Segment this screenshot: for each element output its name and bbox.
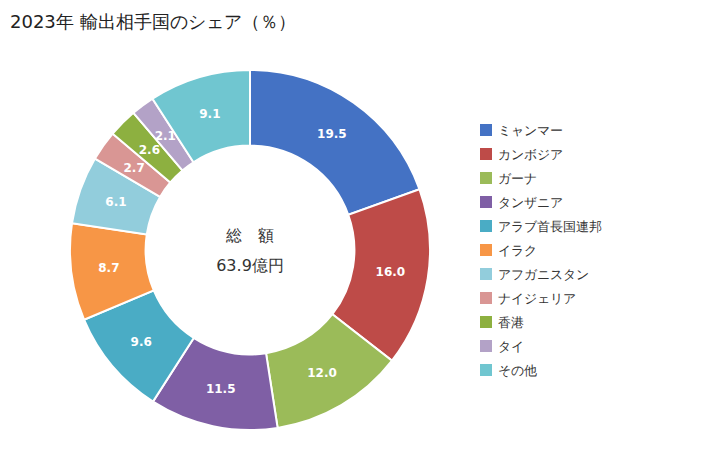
chart: 2023年 輸出相手国のシェア（％） 19.5 16.0 12.0 11.5 9.6 8.7… (0, 0, 728, 450)
legend-label: タンザニア (498, 195, 563, 210)
legend-item: アフガニスタン (480, 267, 589, 282)
legend-item: ナイジェリア (480, 291, 576, 306)
center-label: 総 額 (225, 226, 274, 245)
legend-swatch (480, 316, 492, 328)
data-label: 16.0 (376, 265, 406, 279)
data-label: 2.6 (139, 143, 160, 157)
data-labels: 19.5 16.0 12.0 11.5 9.6 8.7 6.1 2.7 2.62.1 9.1 (98, 107, 405, 397)
legend-swatch (480, 124, 492, 136)
legend-item: イラク (480, 243, 537, 258)
legend-swatch (480, 340, 492, 352)
slice (70, 223, 154, 320)
legend-item: 香港 (480, 315, 524, 330)
data-label: 11.5 (206, 382, 236, 396)
legend-item: ガーナ (480, 171, 537, 186)
legend-label: ミャンマー (498, 123, 563, 138)
slice (266, 314, 392, 428)
legend-label: タイ (498, 339, 524, 354)
legend-item: その他 (480, 363, 537, 378)
legend-swatch (480, 292, 492, 304)
legend-label: ガーナ (498, 171, 537, 186)
legend-swatch (480, 364, 492, 376)
legend-swatch (480, 244, 492, 256)
legend-swatch (480, 268, 492, 280)
legend-label: イラク (498, 243, 537, 258)
data-label: 19.5 (317, 127, 347, 141)
legend-item: ミャンマー (480, 123, 563, 138)
legend-label: アフガニスタン (498, 267, 589, 282)
legend-swatch (480, 220, 492, 232)
data-label: 9.6 (131, 335, 152, 349)
legend-item: タイ (480, 339, 524, 354)
title: 2023年 輸出相手国のシェア（％） (10, 11, 296, 32)
legend-item: タンザニア (480, 195, 563, 210)
legend-swatch (480, 196, 492, 208)
data-label: 2.1 (155, 129, 176, 143)
data-label: 9.1 (199, 107, 220, 121)
legend-item: アラブ首長国連邦 (480, 219, 602, 234)
legend-label: アラブ首長国連邦 (498, 219, 602, 234)
center-label: 63.9億円 (216, 256, 284, 275)
legend-label: ナイジェリア (498, 291, 576, 306)
legend-label: 香港 (498, 315, 524, 330)
data-label: 2.7 (123, 161, 144, 175)
legend-swatch (480, 148, 492, 160)
slice (250, 70, 419, 215)
data-label: 8.7 (98, 261, 119, 275)
legend-label: その他 (498, 363, 537, 378)
plot (70, 70, 430, 430)
legend-swatch (480, 172, 492, 184)
legend-item: カンボジア (480, 147, 563, 162)
data-label: 12.0 (307, 366, 337, 380)
legend-label: カンボジア (498, 147, 563, 162)
data-label: 6.1 (105, 195, 126, 209)
legend: ミャンマーカンボジアガーナタンザニアアラブ首長国連邦イラクアフガニスタンナイジェ… (480, 123, 602, 378)
slice (153, 70, 250, 162)
